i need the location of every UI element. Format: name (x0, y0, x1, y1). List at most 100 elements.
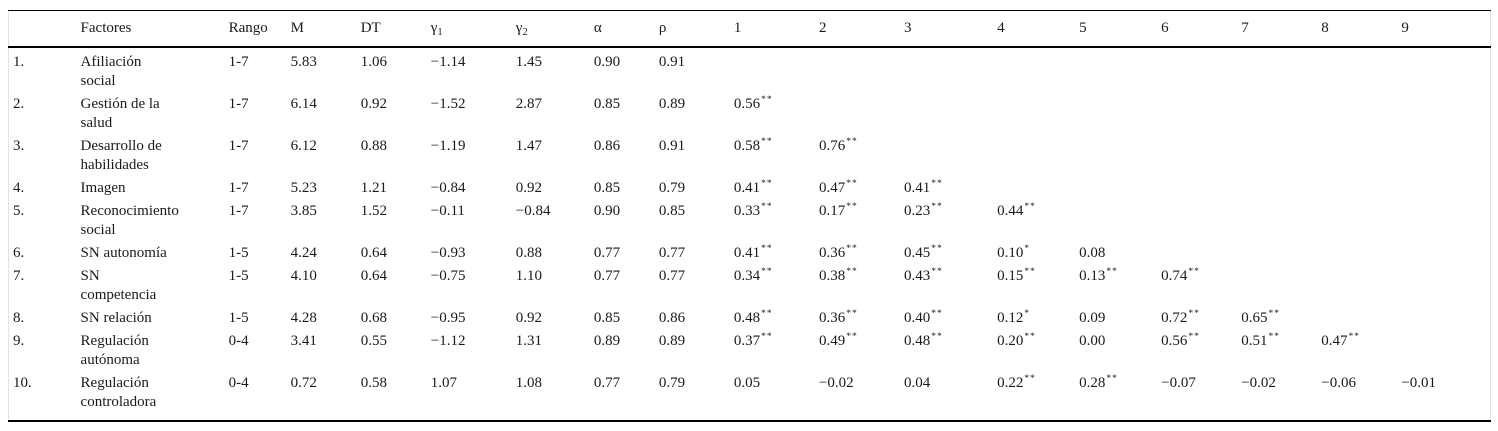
correlation-cell-9 (1397, 307, 1490, 330)
sd-cell: 0.58 (360, 375, 387, 391)
kurtosis-cell: 0.92 (515, 180, 543, 196)
rho-cell: 0.86 (658, 310, 686, 326)
correlation-cell-9: −0.01 (1401, 375, 1437, 391)
significance-asterisks: ** (1024, 202, 1036, 212)
correlation-cell-9 (1397, 47, 1490, 93)
correlation-cell-2 (815, 47, 900, 93)
correlation-cell-7 (1237, 93, 1317, 135)
column-header-gamma1: γ1 (426, 10, 512, 48)
table-row-2: 2. Gestión de la salud 1-7 6.14 0.92 −1.52 2.87… (9, 93, 1491, 135)
factor-name-cell: Reconocimiento social (77, 200, 225, 242)
correlation-cell-2: 0.49** (818, 332, 858, 349)
significance-asterisks: ** (846, 137, 858, 147)
correlation-cell-8 (1317, 47, 1397, 93)
column-header-subscript: 2 (522, 27, 528, 38)
table-row-5: 5. Reconocimiento social 1-7 3.85 1.52 −0.11 −0… (9, 200, 1491, 242)
table-row-8: 8. SN relación 1-5 4.28 0.68 −0.95 0.92 0.85 0.8… (9, 307, 1491, 330)
mean-cell: 0.72 (290, 375, 317, 391)
significance-asterisks: ** (761, 332, 773, 342)
significance-asterisks: ** (761, 179, 773, 189)
correlation-cell-4 (993, 177, 1075, 200)
row-number-cell: 10. (13, 375, 32, 391)
factor-name-line: habilidades (80, 157, 149, 173)
row-number-cell: 4. (13, 180, 25, 196)
correlation-cell-2: 0.47** (818, 179, 858, 196)
alpha-cell: 0.77 (593, 268, 621, 284)
correlation-cell-6: 0.74** (1161, 267, 1200, 284)
significance-asterisks: ** (846, 244, 858, 254)
skewness-cell: −1.19 (430, 138, 466, 154)
skewness-cell: 1.07 (430, 375, 457, 391)
kurtosis-cell: 0.92 (515, 310, 543, 326)
table-row-10: 10. Regulación controladora 0-4 0.72 0.58 1.07… (9, 372, 1491, 421)
correlation-cell-4 (993, 93, 1075, 135)
factor-name-line: Gestión de la (80, 96, 160, 112)
correlation-cell-3: 0.43** (904, 267, 943, 284)
correlation-cell-9 (1397, 265, 1490, 307)
significance-asterisks: ** (1024, 374, 1036, 384)
rho-cell: 0.89 (658, 333, 686, 349)
skewness-cell: −1.14 (430, 54, 466, 70)
correlation-cell-3 (900, 135, 993, 177)
alpha-cell: 0.90 (593, 54, 621, 70)
correlation-cell-8: −0.06 (1321, 375, 1356, 391)
skewness-cell: −0.75 (430, 268, 466, 284)
correlation-cell-4: 0.12* (997, 309, 1031, 326)
rho-cell: 0.89 (658, 96, 686, 112)
table-row-3: 3. Desarrollo de habilidades 1-7 6.12 0.88 −1.… (9, 135, 1491, 177)
correlation-cell-5 (1075, 93, 1157, 135)
table-body: 1. Afiliación social 1-7 5.83 1.06 −1.14 1.45 0.… (9, 47, 1491, 421)
correlation-cell-8 (1317, 307, 1397, 330)
sd-cell: 1.06 (360, 54, 387, 70)
kurtosis-cell: 1.08 (515, 375, 543, 391)
correlation-cell-1: 0.58** (733, 137, 773, 154)
correlation-cell-8 (1317, 242, 1397, 265)
correlation-cell-2: 0.36** (818, 244, 858, 261)
correlation-cell-3 (900, 47, 993, 93)
correlation-cell-7: −0.02 (1241, 375, 1276, 391)
correlation-cell-5 (1075, 200, 1157, 242)
rho-cell: 0.91 (658, 54, 686, 70)
correlation-cell-1 (730, 47, 815, 93)
factor-name-line: Regulación (80, 333, 149, 349)
factor-name-line: SN (80, 268, 100, 284)
significance-asterisks: ** (1268, 309, 1280, 319)
correlation-cell-1: 0.33** (733, 202, 773, 219)
correlation-cell-1: 0.41** (733, 244, 773, 261)
factor-name-line: controladora (80, 394, 157, 410)
correlation-cell-7 (1237, 135, 1317, 177)
skewness-cell: −1.12 (430, 333, 466, 349)
significance-asterisks: ** (1188, 309, 1200, 319)
column-header-num (8, 10, 77, 48)
rango-cell: 0-4 (228, 375, 249, 391)
correlation-cell-8 (1317, 265, 1397, 307)
alpha-cell: 0.90 (593, 203, 621, 219)
rho-cell: 0.79 (658, 375, 686, 391)
table-row-6: 6. SN autonomía 1-5 4.24 0.64 −0.93 0.88 0.77 0.… (9, 242, 1491, 265)
correlation-cell-8: 0.47** (1321, 332, 1361, 349)
significance-asterisks: ** (846, 309, 858, 319)
alpha-cell: 0.85 (593, 96, 621, 112)
table-row-4: 4. Imagen 1-7 5.23 1.21 −0.84 0.92 0.85 0.79 0.41… (9, 177, 1491, 200)
significance-asterisks: ** (1106, 374, 1118, 384)
correlation-cell-8 (1317, 177, 1397, 200)
correlation-cell-5: 0.28** (1079, 374, 1118, 391)
descriptives-correlations-table: Factores Rango M DT γ1 γ2 α ρ 1 2 3 4 5 6 7 8 9 1. Afilia… (8, 10, 1491, 422)
factor-name-line: SN relación (80, 310, 152, 326)
table-row-1: 1. Afiliación social 1-7 5.83 1.06 −1.14 1.45 0.… (9, 47, 1491, 93)
correlation-cell-5: 0.09 (1079, 310, 1106, 326)
skewness-cell: −0.84 (430, 180, 466, 196)
correlation-cell-4: 0.10* (997, 244, 1031, 261)
sd-cell: 0.64 (360, 245, 387, 261)
kurtosis-cell: 0.88 (515, 245, 543, 261)
correlation-cell-3: 0.48** (904, 332, 943, 349)
significance-asterisks: ** (1024, 332, 1036, 342)
significance-asterisks: * (1024, 309, 1031, 319)
correlation-cell-6: 0.72** (1161, 309, 1200, 326)
alpha-cell: 0.85 (593, 310, 621, 326)
sd-cell: 0.68 (360, 310, 387, 326)
factor-name-cell: Desarrollo de habilidades (77, 135, 225, 177)
mean-cell: 6.12 (290, 138, 317, 154)
factor-name-cell: SN relación (77, 307, 225, 330)
column-header-subscript: 1 (437, 27, 443, 38)
